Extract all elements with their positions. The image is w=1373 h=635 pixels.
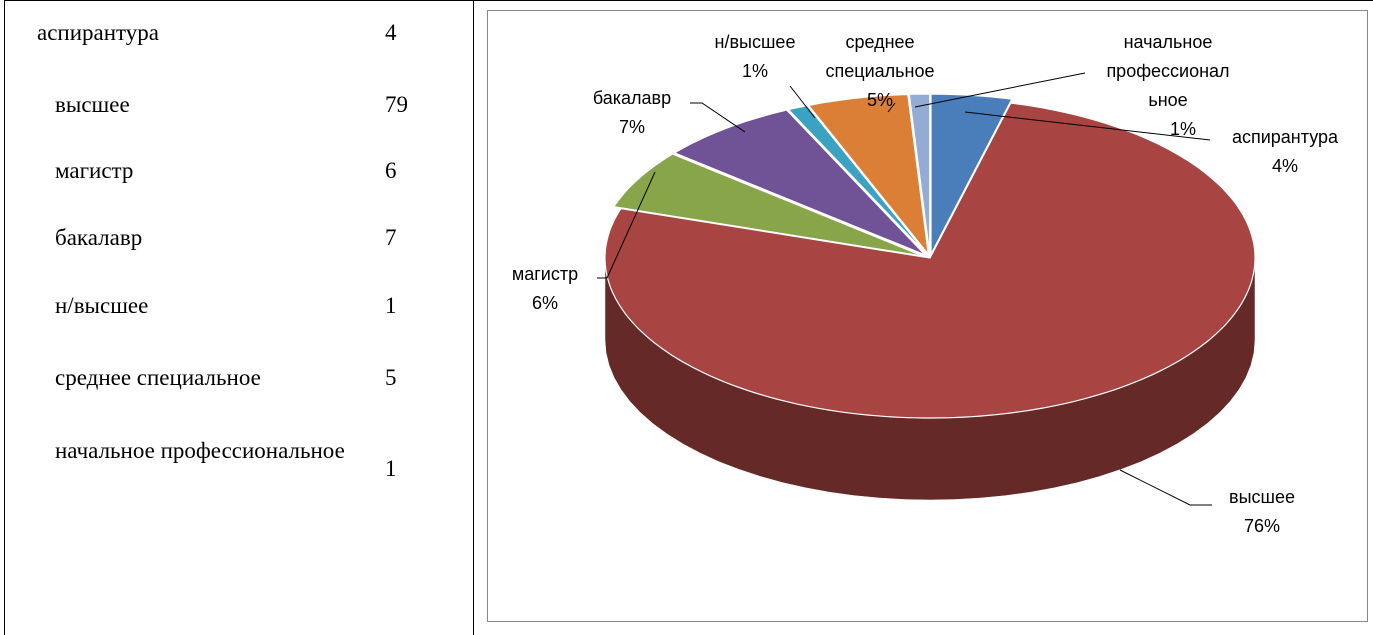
slice-label-name: аспирантура — [1231, 127, 1339, 147]
row-value: 6 — [385, 158, 397, 183]
row-value: 1 — [385, 293, 397, 318]
slice-label: бакалавр 7% — [572, 84, 692, 142]
row-label: начальное профессиональное — [55, 438, 345, 463]
slice-label-value: 5% — [866, 90, 893, 110]
row-value: 1 — [385, 456, 397, 481]
leader-line — [597, 171, 656, 279]
row-label: среднее специальное — [55, 365, 261, 390]
row-label: высшее — [55, 92, 130, 117]
slice-label-name: начальное профессиональное — [1106, 32, 1230, 110]
table-border — [4, 0, 5, 635]
row-label: магистр — [55, 158, 134, 183]
slice-label-name: высшее — [1229, 487, 1295, 507]
table-border — [473, 0, 474, 635]
slice-label: магистр 6% — [490, 260, 600, 318]
leader-line — [690, 102, 746, 133]
row-label: аспирантура — [37, 20, 160, 45]
slice-label-name: бакалавр — [592, 88, 672, 108]
slice-label: аспирантура 4% — [1200, 123, 1370, 181]
row-label: н/высшее — [55, 293, 149, 318]
row-label: бакалавр — [55, 225, 143, 250]
slice-label: н/высшее 1% — [695, 28, 815, 86]
slice-label-value: 4% — [1271, 156, 1298, 176]
leader-line — [1119, 469, 1212, 506]
slice-label-value: 6% — [531, 293, 558, 313]
row-value: 5 — [385, 365, 397, 390]
leader-line — [887, 102, 896, 113]
leader-line — [789, 85, 816, 119]
pie-slice — [604, 102, 1256, 419]
pie-slice — [673, 109, 926, 256]
slice-label-value: 76% — [1243, 516, 1281, 536]
row-value: 7 — [385, 225, 397, 250]
slice-label: высшее 76% — [1202, 483, 1322, 541]
chart-frame — [487, 10, 1368, 622]
row-value: 79 — [385, 92, 408, 117]
pie-slice — [787, 104, 928, 255]
slice-label-value: 7% — [618, 117, 645, 137]
slice-label: среднее специальное 5% — [800, 28, 960, 115]
leader-line — [964, 111, 1211, 141]
slice-label-name: среднее специальное — [825, 32, 935, 81]
slice-label: начальное профессиональное 1% — [1105, 28, 1231, 144]
pie-slice — [908, 93, 931, 255]
pie-slice — [807, 93, 930, 257]
slice-label-value: 1% — [741, 61, 768, 81]
pie-slice — [612, 153, 924, 257]
slice-label-name: магистр — [511, 264, 579, 284]
row-value: 4 — [385, 20, 397, 45]
slice-label-value: 1% — [1169, 119, 1196, 139]
leader-line — [914, 72, 1086, 108]
table-border — [4, 0, 1373, 1]
slice-label-name: н/высшее — [714, 32, 796, 52]
